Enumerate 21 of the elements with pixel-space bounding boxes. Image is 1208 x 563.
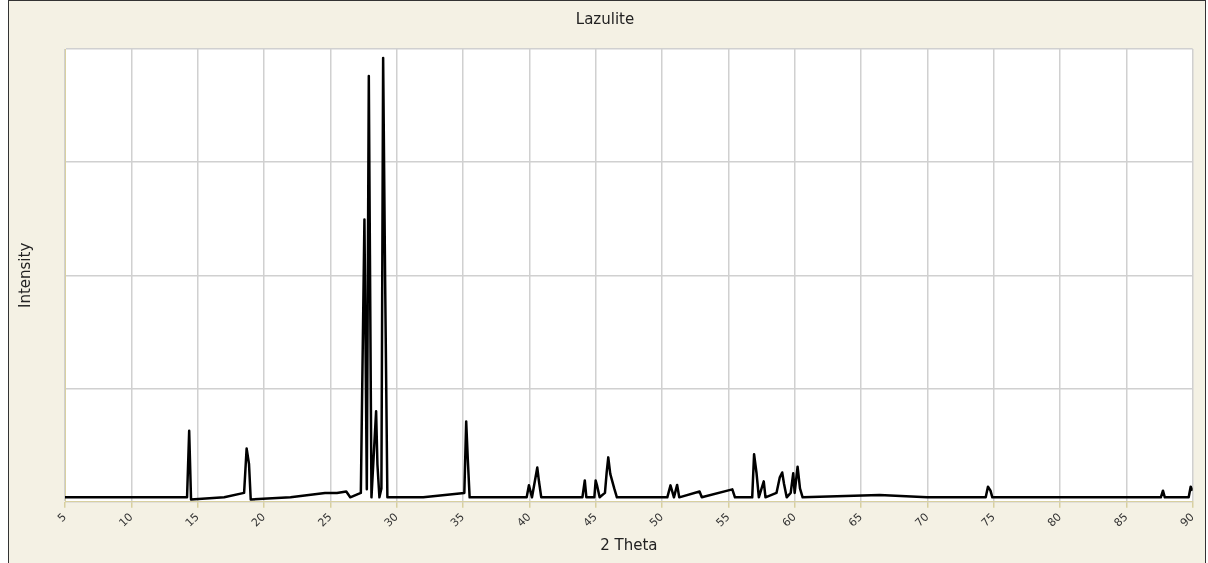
x-tick-label: 5 (55, 510, 70, 525)
x-tick-label: 30 (381, 510, 401, 530)
x-tick-label: 80 (1045, 510, 1065, 530)
x-tick-label: 60 (779, 510, 799, 530)
x-tick-label: 15 (182, 510, 202, 530)
chart-title: Lazulite (575, 9, 635, 28)
x-tick-label: 35 (448, 510, 468, 530)
x-tick-label: 55 (713, 510, 733, 530)
x-tick-label: 75 (978, 510, 998, 530)
y-axis-title: Intensity (15, 242, 34, 309)
x-tick-label: 90 (1177, 510, 1197, 530)
x-tick-label: 65 (846, 510, 866, 530)
x-tick-label: 20 (249, 510, 269, 530)
x-tick-label: 10 (116, 510, 136, 530)
x-tick-label: 45 (580, 510, 600, 530)
x-axis-title: 2 Theta (600, 535, 658, 554)
x-tick-label: 70 (912, 510, 932, 530)
x-tick-label: 50 (647, 510, 667, 530)
x-tick-label: 40 (514, 510, 534, 530)
x-tick-label: 85 (1111, 510, 1131, 530)
x-tick-label: 25 (315, 510, 335, 530)
